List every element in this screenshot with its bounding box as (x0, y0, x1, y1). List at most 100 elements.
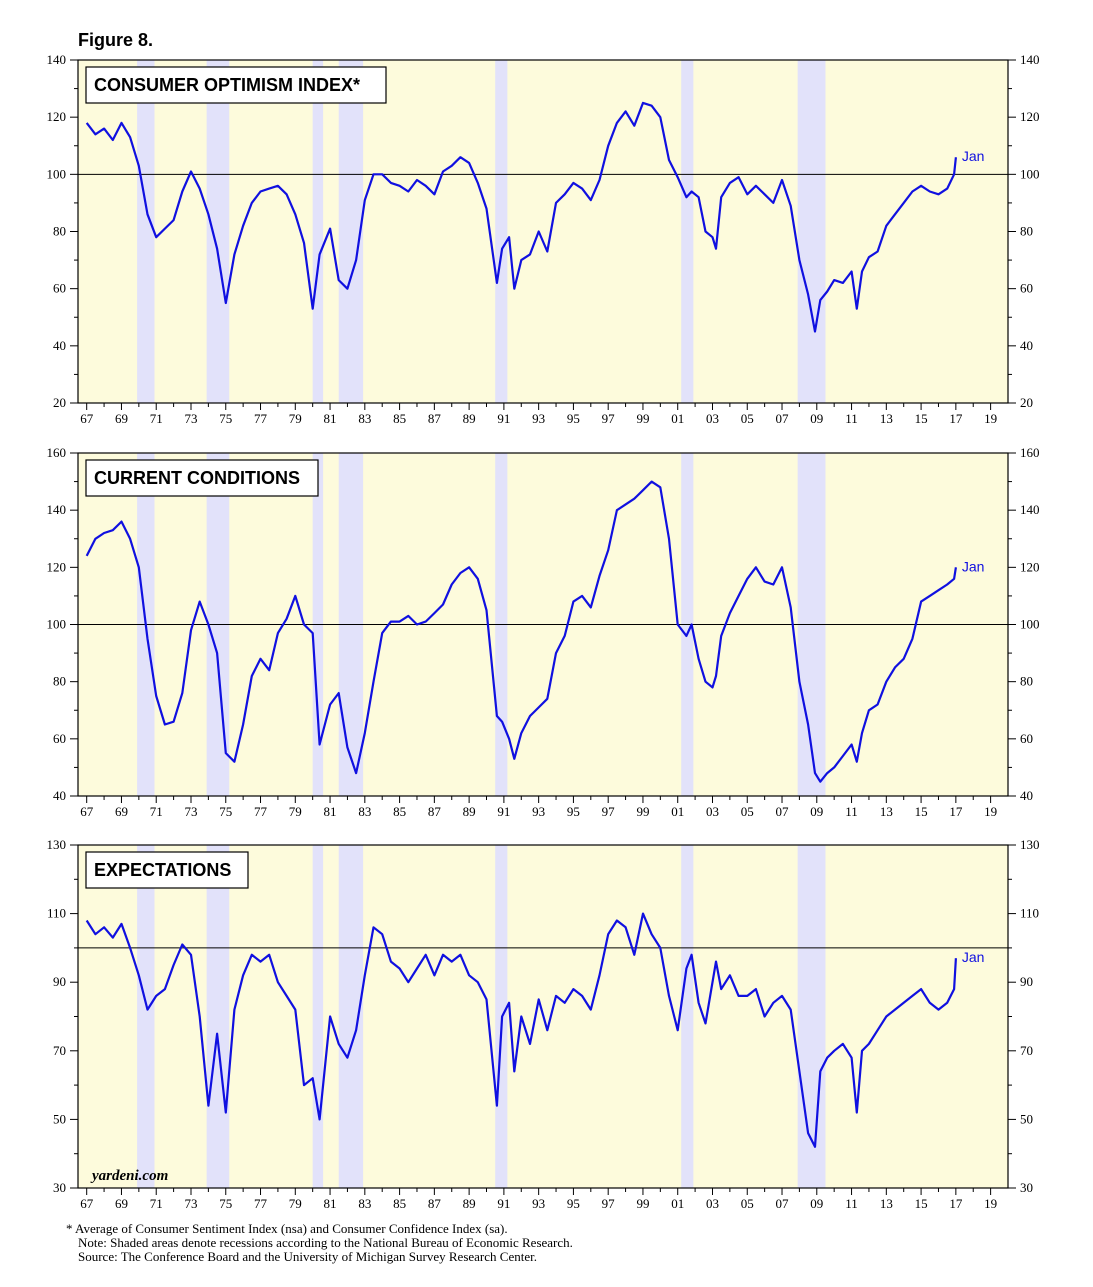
recession-band (312, 60, 324, 403)
x-tick-label: 15 (915, 1196, 928, 1211)
x-tick-label: 03 (706, 1196, 719, 1211)
chart-title: CURRENT CONDITIONS (94, 468, 300, 488)
x-tick-label: 99 (636, 1196, 649, 1211)
recession-band (137, 60, 155, 403)
x-tick-label: 87 (428, 411, 442, 426)
y-tick-label-right: 90 (1020, 974, 1033, 989)
chart-title: CONSUMER OPTIMISM INDEX* (94, 75, 360, 95)
y-tick-label-right: 100 (1020, 617, 1040, 632)
x-tick-label: 99 (636, 411, 649, 426)
x-tick-label: 71 (150, 1196, 163, 1211)
x-tick-label: 07 (776, 1196, 790, 1211)
x-tick-label: 71 (150, 411, 163, 426)
chart-title-box (85, 66, 387, 104)
x-tick-label: 71 (150, 804, 163, 819)
plot-frame (77, 59, 1009, 404)
y-tick-label-right: 50 (1020, 1111, 1033, 1126)
x-tick-label: 79 (289, 1196, 302, 1211)
y-tick-label-right: 70 (1020, 1043, 1033, 1058)
y-tick-label-left: 120 (47, 559, 67, 574)
x-tick-label: 89 (463, 1196, 476, 1211)
x-tick-label: 69 (115, 411, 128, 426)
y-tick-label-left: 30 (53, 1180, 66, 1195)
y-tick-label-right: 140 (1020, 502, 1040, 517)
x-tick-label: 13 (880, 804, 893, 819)
x-tick-label: 89 (463, 411, 476, 426)
y-tick-label-right: 120 (1020, 109, 1040, 124)
x-tick-label: 77 (254, 1196, 268, 1211)
x-tick-label: 75 (219, 411, 232, 426)
x-tick-label: 75 (219, 1196, 232, 1211)
x-tick-label: 95 (567, 804, 580, 819)
x-tick-label: 05 (741, 804, 754, 819)
x-tick-label: 05 (741, 411, 754, 426)
x-tick-label: 73 (184, 411, 197, 426)
x-tick-label: 87 (428, 804, 442, 819)
plot-background (78, 60, 1008, 403)
x-tick-label: 09 (810, 1196, 823, 1211)
footnote-average: * Average of Consumer Sentiment Index (n… (66, 1221, 508, 1236)
series-line (85, 480, 957, 783)
y-tick-label-left: 160 (47, 445, 67, 460)
end-label: Jan (962, 148, 985, 164)
x-tick-label: 07 (776, 411, 790, 426)
chart-title: EXPECTATIONS (94, 860, 231, 880)
x-tick-label: 19 (984, 804, 997, 819)
y-tick-label-left: 110 (47, 906, 66, 921)
recession-band (206, 845, 230, 1188)
y-tick-label-right: 40 (1020, 788, 1033, 803)
x-tick-label: 19 (984, 1196, 997, 1211)
x-tick-label: 05 (741, 1196, 754, 1211)
panel-1: 20 20 40 40 60 60 80 80 100 100 120 120 140 140 67 69 71… (47, 52, 1040, 426)
x-tick-label: 67 (80, 1196, 94, 1211)
plot-frame (77, 452, 1009, 797)
x-tick-label: 99 (636, 804, 649, 819)
x-tick-label: 19 (984, 411, 997, 426)
x-tick-label: 91 (497, 804, 510, 819)
x-tick-label: 73 (184, 804, 197, 819)
x-tick-label: 11 (845, 804, 858, 819)
x-tick-label: 01 (671, 411, 684, 426)
x-tick-label: 01 (671, 1196, 684, 1211)
x-tick-label: 89 (463, 804, 476, 819)
series-line (85, 912, 957, 1148)
x-tick-label: 69 (115, 804, 128, 819)
y-tick-label-right: 40 (1020, 338, 1033, 353)
watermark: yardeni.com (90, 1168, 168, 1184)
recession-band (797, 60, 826, 403)
recession-band (206, 60, 230, 403)
recession-band (312, 845, 324, 1188)
x-tick-label: 83 (358, 804, 371, 819)
x-tick-label: 91 (497, 1196, 510, 1211)
end-label: Jan (962, 949, 985, 965)
x-tick-label: 87 (428, 1196, 442, 1211)
x-tick-label: 07 (776, 804, 790, 819)
y-tick-label-right: 130 (1020, 837, 1040, 852)
recession-band (338, 60, 364, 403)
y-tick-label-left: 50 (53, 1111, 66, 1126)
x-tick-label: 79 (289, 411, 302, 426)
x-tick-label: 69 (115, 1196, 128, 1211)
x-tick-label: 03 (706, 804, 719, 819)
charts-canvas: 20 20 40 40 60 60 80 80 100 100 120 120 140 140 67 69 71… (47, 52, 1040, 1211)
y-tick-label-left: 100 (47, 166, 67, 181)
series-line (85, 101, 957, 333)
x-tick-label: 81 (324, 804, 337, 819)
y-tick-label-left: 70 (53, 1043, 66, 1058)
x-tick-label: 67 (80, 411, 94, 426)
y-tick-label-left: 120 (47, 109, 67, 124)
chart-title-box (85, 851, 249, 889)
y-tick-label-left: 80 (53, 224, 66, 239)
recession-band (137, 845, 155, 1188)
recession-band (797, 845, 826, 1188)
x-tick-label: 97 (602, 804, 616, 819)
y-tick-label-right: 160 (1020, 445, 1040, 460)
y-tick-label-left: 80 (53, 674, 66, 689)
y-tick-label-right: 140 (1020, 52, 1040, 67)
x-tick-label: 15 (915, 804, 928, 819)
x-tick-label: 79 (289, 804, 302, 819)
y-tick-label-left: 100 (47, 617, 67, 632)
x-tick-label: 91 (497, 411, 510, 426)
y-tick-label-left: 40 (53, 338, 66, 353)
panel-3: 30 30 50 50 70 70 90 90 110 110 130 130 67 69 71 73 75 77… (47, 837, 1040, 1211)
